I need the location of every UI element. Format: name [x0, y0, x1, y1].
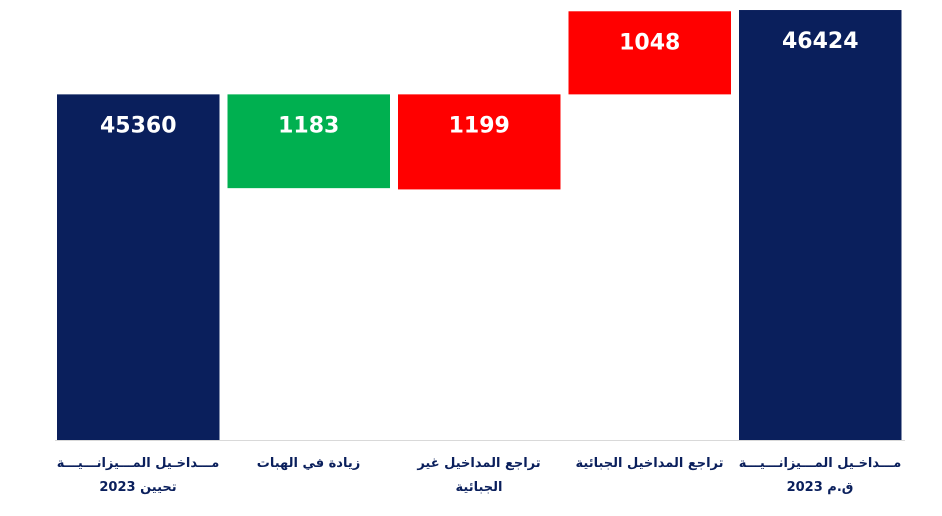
- value-label: 1183: [278, 113, 339, 138]
- value-label: 46424: [782, 29, 859, 54]
- bar: [57, 94, 220, 440]
- value-label: 1199: [449, 113, 510, 138]
- category-label: تراجع المداخيل غير الجبائية: [417, 456, 541, 495]
- value-label: 45360: [100, 113, 177, 138]
- bar: [227, 94, 390, 189]
- category-label: مـــداخـيل المـــيزانـــيـــة ق.م 2023: [738, 456, 902, 495]
- value-label: 1048: [619, 30, 680, 55]
- category-label: زيادة في الهبات: [256, 456, 361, 471]
- bar: [398, 94, 561, 190]
- bar: [739, 10, 902, 441]
- bar: [568, 11, 731, 95]
- category-label: مـــداخـيل المـــيزانـــيـــة تحيين 2023: [56, 456, 220, 495]
- category-label: تراجع المداخيل الجبائية: [575, 456, 724, 471]
